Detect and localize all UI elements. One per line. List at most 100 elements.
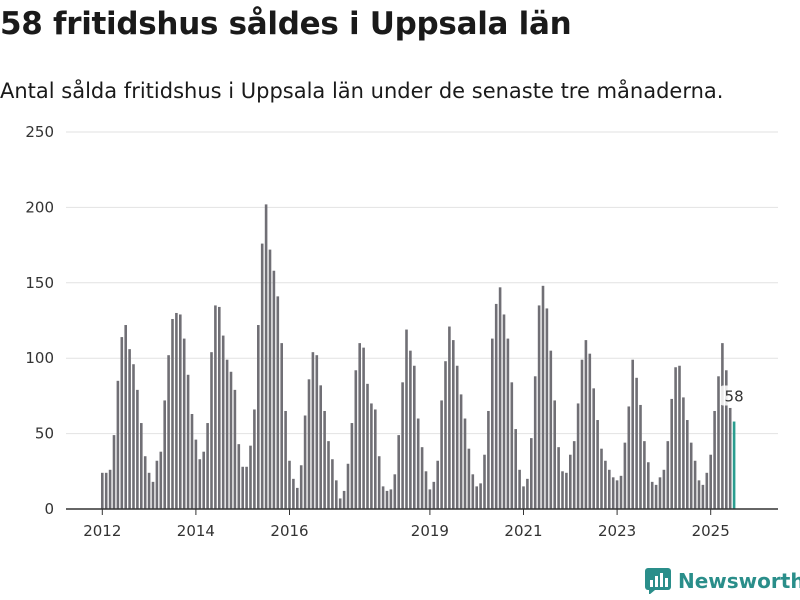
bar [631, 359, 634, 509]
bar [307, 379, 311, 509]
bar [112, 435, 116, 509]
bar [385, 490, 389, 509]
bar [530, 438, 533, 509]
bar [416, 418, 420, 509]
bar [132, 364, 135, 509]
bar [452, 340, 455, 509]
bar [604, 460, 607, 509]
bar [237, 444, 241, 509]
bar [514, 429, 517, 509]
bar [393, 474, 397, 509]
bar [221, 335, 225, 509]
bar [491, 338, 494, 509]
bar [565, 472, 568, 509]
bar [713, 410, 716, 509]
bar [510, 382, 514, 509]
bar [257, 325, 260, 509]
bar [592, 388, 595, 509]
y-tick-label: 150 [25, 274, 54, 292]
x-tick-label: 2021 [504, 522, 542, 540]
bar [432, 481, 436, 509]
bar [576, 403, 580, 509]
bar [206, 423, 209, 509]
bar [553, 400, 556, 509]
bar [725, 370, 728, 509]
bar [128, 349, 131, 509]
bar [533, 376, 537, 509]
bar [401, 382, 404, 509]
bar [225, 359, 229, 509]
bar [249, 445, 252, 509]
bar [233, 389, 237, 509]
bar [319, 385, 322, 509]
bar [705, 472, 709, 509]
bar [167, 355, 170, 509]
bar [374, 409, 377, 509]
bar [327, 441, 330, 509]
y-tick-label: 100 [25, 349, 54, 367]
bar [643, 441, 646, 509]
bar [260, 243, 264, 510]
bar [658, 477, 662, 509]
x-tick-label: 2023 [598, 522, 636, 540]
bar [627, 406, 631, 509]
bar [350, 423, 354, 509]
bar [124, 325, 127, 509]
bar [413, 365, 416, 509]
bar [494, 303, 498, 509]
bar [596, 420, 599, 509]
bar [463, 418, 467, 509]
bar [147, 472, 151, 509]
bar [323, 410, 326, 509]
bar [409, 350, 412, 509]
bar [420, 447, 424, 509]
bar [245, 466, 248, 509]
bar [588, 353, 592, 509]
bar [338, 498, 342, 509]
bar [272, 270, 276, 509]
bar [674, 367, 677, 509]
bar [475, 486, 478, 509]
bar [190, 413, 194, 509]
bar [693, 460, 697, 509]
chart-subtitle: Antal sålda fritidshus i Uppsala län und… [0, 79, 724, 103]
bar [331, 459, 334, 509]
x-axis: 2012 2014 2016 2019 2021 2023 2025 [66, 508, 778, 540]
data-label-latest: 58 [725, 388, 744, 406]
bar [210, 352, 213, 509]
bar [428, 489, 432, 509]
bar [299, 465, 303, 509]
bar [487, 410, 490, 509]
bar [541, 285, 545, 509]
bar [101, 472, 104, 509]
bar [518, 469, 521, 509]
bar [522, 486, 525, 509]
annotations: 58 [720, 385, 749, 406]
bar [697, 480, 701, 509]
newsworthy-logo-icon [645, 568, 671, 594]
bar [362, 347, 365, 509]
bar [381, 486, 385, 509]
bar [678, 365, 681, 509]
bar [448, 326, 451, 509]
brand-logo: Newsworthy [645, 568, 800, 594]
bar [171, 318, 174, 509]
bar [182, 338, 186, 509]
bar [459, 394, 463, 509]
bar [549, 350, 553, 509]
bar [315, 355, 319, 509]
bar [296, 487, 299, 509]
bar [561, 471, 564, 509]
bar [104, 472, 108, 509]
bar [163, 400, 166, 509]
bar [717, 376, 720, 509]
bar [662, 469, 666, 509]
bar [354, 370, 358, 509]
bar [440, 400, 443, 509]
bar [155, 460, 159, 509]
bar [202, 451, 205, 509]
y-tick-label: 250 [25, 123, 54, 141]
bar [241, 466, 244, 509]
bar [654, 484, 658, 509]
bar [370, 403, 373, 509]
